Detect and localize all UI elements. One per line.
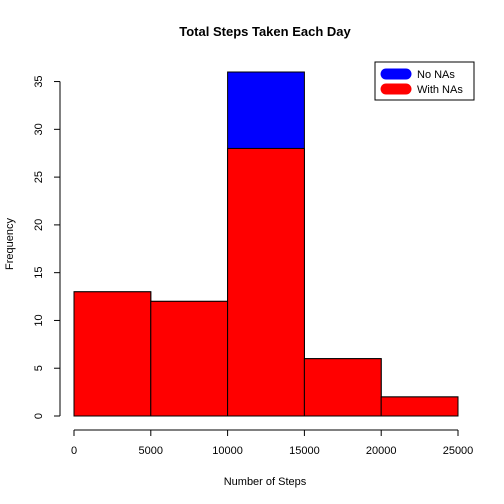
x-tick-label: 10000 — [212, 445, 243, 457]
x-axis: 0 5000 10000 15000 20000 25000 — [71, 429, 474, 457]
y-tick-label: 15 — [33, 267, 45, 279]
x-tick-label: 0 — [71, 445, 77, 457]
x-tick-label: 15000 — [289, 445, 320, 457]
y-tick-label: 5 — [33, 365, 45, 371]
x-axis-label: Number of Steps — [224, 476, 307, 488]
chart-title: Total Steps Taken Each Day — [179, 24, 351, 39]
y-axis-label: Frequency — [4, 218, 16, 270]
x-tick-label: 5000 — [139, 445, 163, 457]
legend-label: No NAs — [417, 69, 455, 81]
y-tick-label: 20 — [33, 219, 45, 231]
y-tick-label: 10 — [33, 314, 45, 326]
y-tick-label: 0 — [33, 413, 45, 419]
bar-with-nas-0 — [73, 291, 152, 417]
bars-layer — [73, 71, 459, 417]
bar-with-nas-2 — [227, 147, 305, 417]
x-tick-label: 25000 — [443, 445, 474, 457]
y-tick-label: 35 — [33, 75, 45, 87]
y-axis: 0 5 10 15 20 25 30 35 — [33, 75, 61, 419]
legend-label: With NAs — [417, 84, 463, 96]
bar-with-nas-3 — [303, 358, 382, 417]
bar-with-nas-4 — [380, 396, 459, 417]
bar-with-nas-1 — [150, 300, 229, 417]
y-tick-label: 30 — [33, 123, 45, 135]
y-tick-label: 25 — [33, 171, 45, 183]
legend: No NAs With NAs — [374, 61, 475, 101]
x-tick-label: 20000 — [366, 445, 397, 457]
